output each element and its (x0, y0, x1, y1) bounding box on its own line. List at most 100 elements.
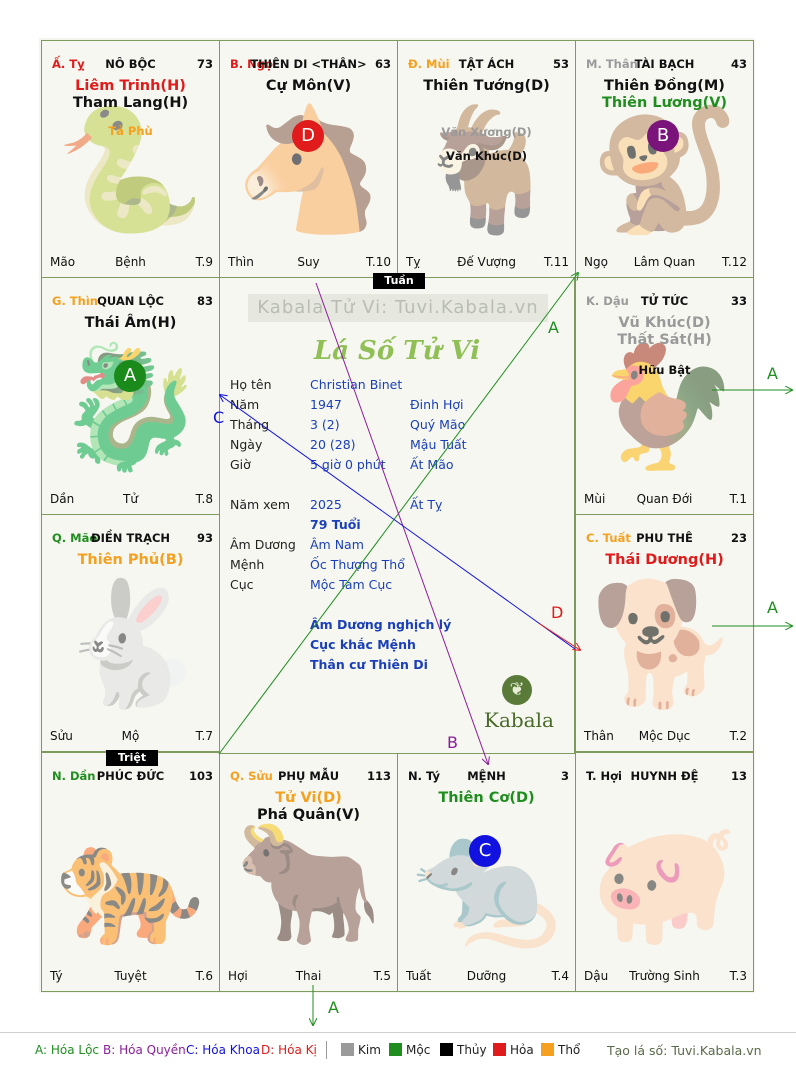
zodiac-phu-mau-icon: 🐂 (233, 813, 384, 953)
palace-name: HUYNH ĐỆ (630, 769, 699, 783)
circle-d: D (292, 120, 324, 152)
palace-tu-tuc: 🐓 K. Dậu TỬ TỨC 33 Vũ Khúc(D) Thất Sát(H) Hữu … (575, 277, 754, 515)
minor-star: Hữu Bật (638, 363, 691, 377)
palace-number: 53 (552, 57, 569, 71)
value-am-duong: Âm Nam (310, 537, 364, 552)
palace-branch: Dậu (584, 969, 609, 983)
palace-name: NÔ BỘC (105, 57, 156, 71)
arrow-label-a-4: A (328, 998, 339, 1017)
value-day: 20 (28) (310, 437, 356, 452)
note-3: Thân cư Thiên Di (310, 657, 428, 672)
palace-month: T.11 (544, 255, 569, 269)
zodiac-phuc-duc-icon: 🐅 (55, 813, 206, 953)
palace-number: 3 (560, 769, 569, 783)
palace-number: 93 (196, 531, 213, 545)
value-day-can: Mậu Tuất (410, 437, 467, 452)
kim-swatch-icon (341, 1043, 354, 1056)
major-star: Cự Môn(V) (265, 78, 352, 94)
circle-a: A (114, 360, 146, 392)
palace-month: T.10 (366, 255, 391, 269)
palace-month: T.5 (373, 969, 391, 983)
palace-name: PHU THÊ (636, 531, 693, 545)
label-menh: Mệnh (230, 557, 265, 572)
palace-dien-trach: 🐇 Q. Mão ĐIỀN TRẠCH 93 Thiên Phủ(B) Sửu Mộ T.7 (41, 514, 220, 752)
value-view-can: Ất Tỵ (410, 497, 443, 512)
palace-can: Đ. Mùi (408, 57, 450, 71)
circle-b: B (647, 120, 679, 152)
major-star: Thất Sát(H) (617, 332, 712, 348)
palace-branch: Thìn (228, 255, 254, 269)
note-1: Âm Dương nghịch lý (310, 617, 452, 632)
palace-number: 23 (730, 531, 747, 545)
palace-branch: Dần (50, 492, 75, 506)
palace-month: T.12 (722, 255, 747, 269)
palace-number: 73 (196, 57, 213, 71)
major-star: Thiên Phủ(B) (77, 552, 184, 568)
value-year-can: Đinh Hợi (410, 397, 464, 412)
palace-branch: Mão (50, 255, 76, 269)
palace-branch: Hợi (228, 969, 248, 983)
palace-stage: Thai (295, 969, 322, 983)
palace-branch: Sửu (50, 729, 73, 743)
arrow-label-b: B (447, 733, 458, 752)
circle-c: C (469, 835, 501, 867)
minor-star: Văn Xương(D) (441, 125, 532, 139)
palace-can: Q. Mão (52, 531, 98, 545)
arrow-label-a-1: A (548, 318, 559, 337)
palace-stage: Quan Đới (636, 492, 693, 506)
watermark: Kabala Tử Vi: Tuvi.Kabala.vn (248, 294, 548, 322)
zodiac-quan-loc-icon: 🐉 (55, 337, 206, 477)
palace-branch: Thân (584, 729, 614, 743)
label-day: Ngày (230, 437, 263, 452)
major-star: Phá Quân(V) (256, 807, 360, 823)
palace-name: QUAN LỘC (97, 294, 164, 308)
palace-number: 33 (730, 294, 747, 308)
palace-month: T.8 (195, 492, 213, 506)
legend-hoa-quyen: B: Hóa Quyền (103, 1043, 186, 1057)
palace-can: Q. Sửu (230, 769, 273, 783)
legend-tho: Thổ (541, 1043, 580, 1057)
palace-name: THIÊN DI <THÂN> (250, 57, 367, 71)
value-year: 1947 (310, 397, 342, 412)
major-star: Tham Lang(H) (72, 95, 189, 111)
palace-phu-mau: 🐂 Q. Sửu PHỤ MẪU 113 Tử Vi(D) Phá Quân(V) Hợi T… (219, 752, 398, 992)
value-name: Christian Binet (310, 377, 403, 392)
palace-number: 13 (730, 769, 747, 783)
zodiac-tat-ach-icon: 🐐 (411, 100, 562, 240)
palace-stage: Dưỡng (466, 969, 507, 983)
palace-can: Ấ. Tỵ (52, 57, 85, 71)
palace-number: 103 (188, 769, 213, 783)
label-cuc: Cục (230, 577, 254, 592)
palace-huynh-de: 🐖 T. Hợi HUYNH ĐỆ 13 Dậu Trường Sinh T.3 (575, 752, 754, 992)
palace-number: 83 (196, 294, 213, 308)
legend-hoa: Hỏa (493, 1043, 534, 1057)
major-star: Vũ Khúc(D) (618, 315, 711, 331)
palace-month: T.2 (729, 729, 747, 743)
palace-can: K. Dậu (586, 294, 629, 308)
major-star: Liêm Trinh(H) (75, 78, 186, 94)
palace-name: TÀI BẠCH (634, 57, 695, 71)
major-star: Thiên Đồng(M) (604, 78, 725, 94)
palace-month: T.7 (195, 729, 213, 743)
arrow-label-a-3: A (767, 598, 778, 617)
value-month-can: Quý Mão (410, 417, 466, 432)
palace-no-boc: 🐍 Ấ. Tỵ NÔ BỘC 73 Liêm Trinh(H) Tham Lang(H) T… (41, 40, 220, 278)
center-panel: Kabala Tử Vi: Tuvi.Kabala.vn Lá Số Tử Vi… (219, 277, 575, 754)
zodiac-phu-the-icon: 🐕 (589, 574, 740, 714)
legend-kim: Kim (341, 1043, 381, 1057)
label-name: Họ tên (230, 377, 272, 392)
palace-month: T.6 (195, 969, 213, 983)
palace-can: M. Thân (586, 57, 638, 71)
value-hour-can: Ất Mão (410, 457, 454, 472)
legend-divider (0, 1032, 796, 1033)
palace-name: TỬ TỨC (640, 294, 689, 308)
site-link[interactable]: Tạo lá số: Tuvi.Kabala.vn (607, 1043, 762, 1058)
minor-star: Văn Khúc(D) (445, 149, 527, 163)
moc-swatch-icon (389, 1043, 402, 1056)
legend-hoa-loc: A: Hóa Lộc (35, 1043, 100, 1057)
palace-month: T.9 (195, 255, 213, 269)
arrow-label-c: C (213, 408, 225, 427)
palace-stage: Bệnh (115, 255, 146, 269)
kabala-logo-icon: ❦ (502, 675, 532, 705)
zodiac-dien-trach-icon: 🐇 (55, 574, 206, 714)
